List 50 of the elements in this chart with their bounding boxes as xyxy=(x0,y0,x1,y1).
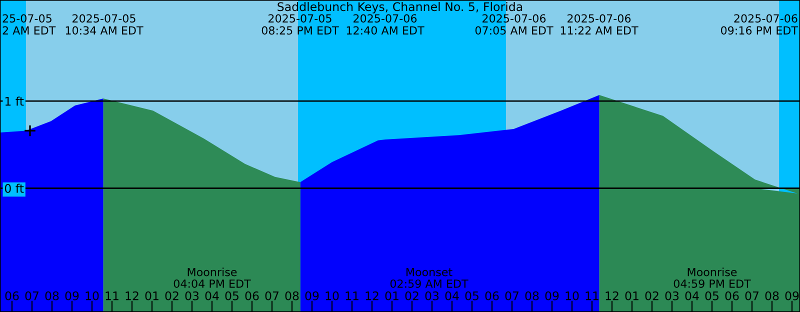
x-tick-label: 09 xyxy=(305,291,319,300)
x-tick-label: 12 xyxy=(126,291,138,300)
annotation: 2025-07-05 08:25 PM EDT xyxy=(262,14,339,35)
x-tick-label: 10 xyxy=(566,291,579,300)
x-tick-label: 06 xyxy=(245,291,259,300)
x-tick-label: 09 xyxy=(65,291,79,300)
x-tick-label: 07 xyxy=(265,291,278,300)
x-tick-label: 03 xyxy=(425,291,439,300)
x-tick-label: 08 xyxy=(45,291,59,300)
annotation: 2025-07-06 12:40 AM EDT xyxy=(346,14,424,35)
x-tick-label: 05 xyxy=(465,291,478,300)
x-tick-label: 09 xyxy=(545,291,559,300)
x-tick-label: 07 xyxy=(25,291,38,300)
annotation: Moonset 02:59 AM EDT xyxy=(390,268,468,288)
x-tick-label: 04 xyxy=(685,291,699,300)
x-tick-label: 05 xyxy=(705,291,718,300)
x-tick-label: 06 xyxy=(5,291,19,300)
x-tick-label: 06 xyxy=(725,291,739,300)
x-tick-label: 10 xyxy=(326,291,339,300)
x-tick-label: 02 xyxy=(645,291,658,300)
annotation: 2025-07-05 10:34 AM EDT xyxy=(66,14,144,35)
x-tick-label: 11 xyxy=(586,292,598,300)
x-tick-label: 03 xyxy=(185,291,199,300)
x-tick-label: 08 xyxy=(525,291,539,300)
x-tick-label: 01 xyxy=(625,291,638,300)
x-tick-label: 12 xyxy=(366,291,378,300)
y-tick-label: 0 ft xyxy=(4,184,24,193)
x-tick-label: 12 xyxy=(606,291,618,300)
y-tick-label: 1 ft xyxy=(5,96,24,106)
x-tick-label: 02 xyxy=(405,291,418,300)
x-tick-label: 06 xyxy=(485,291,499,300)
x-tick-label: 04 xyxy=(445,291,459,300)
x-tick-label: 07 xyxy=(505,291,518,300)
x-tick-label: 04 xyxy=(205,291,219,300)
x-tick-label: 11 xyxy=(346,292,358,300)
annotation: 2025-07-06 11:22 AM EDT xyxy=(560,14,638,34)
x-tick-label: 09 xyxy=(785,291,799,300)
x-tick-label: 11 xyxy=(106,292,118,300)
x-tick-label: 07 xyxy=(745,291,758,300)
x-tick-label: 01 xyxy=(145,291,158,300)
x-tick-label: 03 xyxy=(665,291,679,300)
annotation: Moonrise 04:59 PM EDT xyxy=(674,268,751,288)
x-tick-label: 08 xyxy=(285,291,299,300)
x-tick-label: 05 xyxy=(225,291,238,300)
x-tick-label: 02 xyxy=(165,291,178,300)
chart-title: Saddlebunch Keys, Channel No. 5, Florida xyxy=(278,2,522,14)
x-tick-label: 08 xyxy=(765,291,779,300)
annotation: Moonrise 04:04 PM EDT xyxy=(174,268,251,288)
x-tick-label: 01 xyxy=(385,291,398,300)
x-tick-label: 10 xyxy=(86,291,99,300)
